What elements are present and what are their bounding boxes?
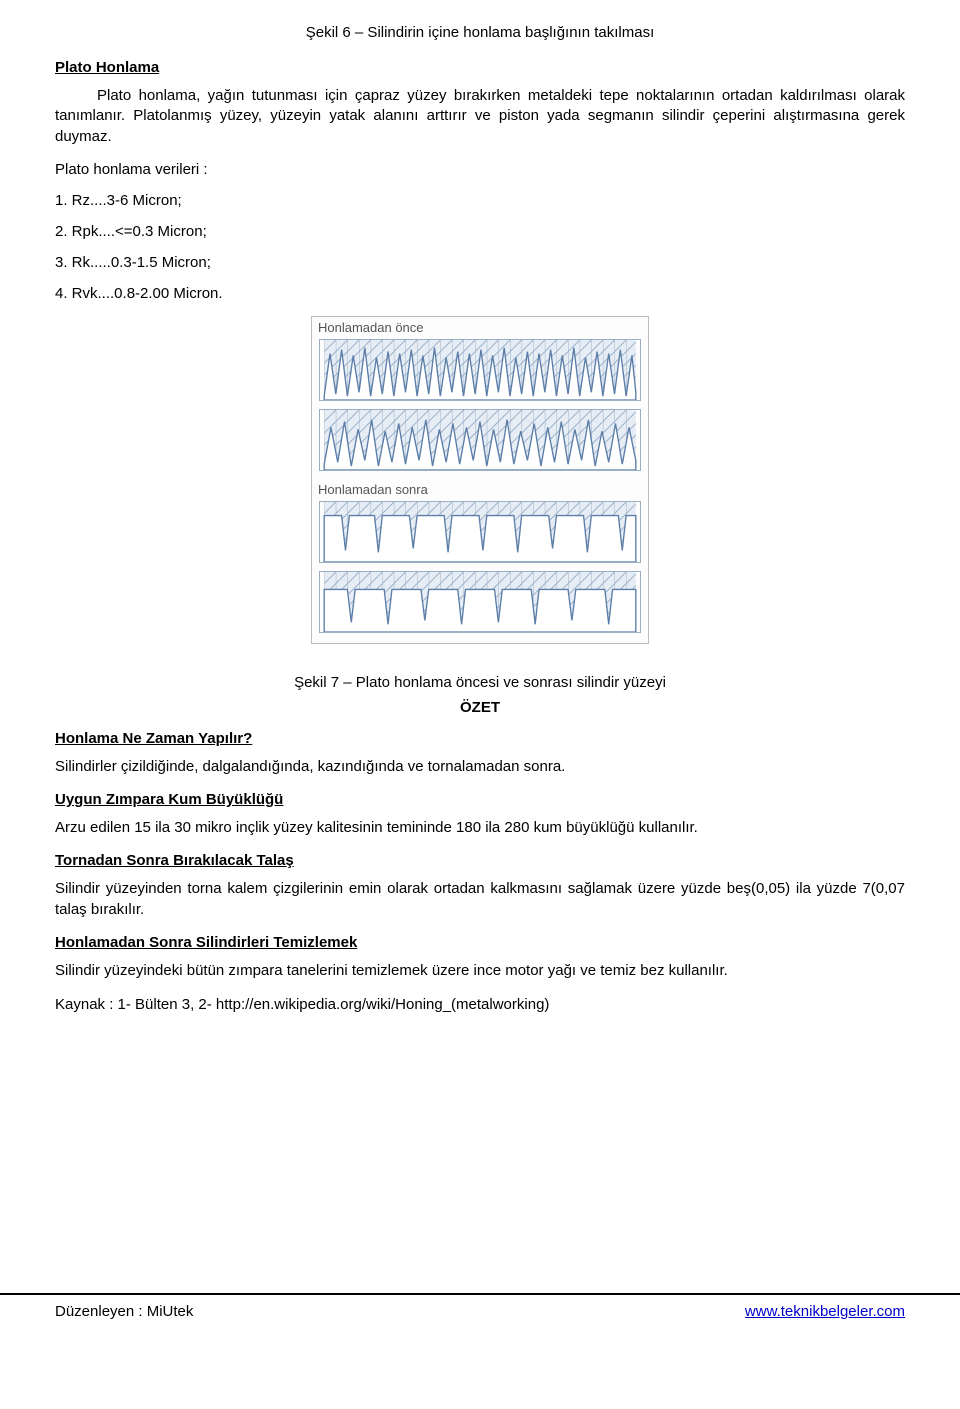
paragraph-plato-intro: Plato honlama, yağın tutunması için çapr… [55, 86, 905, 147]
source-line: Kaynak : 1- Bülten 3, 2- http://en.wikip… [55, 995, 905, 1015]
text-when: Silindirler çizildiğinde, dalgalandığınd… [55, 757, 905, 777]
summary-heading: ÖZET [55, 699, 905, 716]
figure-7-label-after: Honlamadan sonra [312, 479, 648, 499]
heading-grit: Uygun Zımpara Kum Büyüklüğü [55, 791, 905, 808]
plato-data-item: 1. Rz....3-6 Micron; [55, 192, 905, 209]
text-clean: Silindir yüzeyindeki bütün zımpara tanel… [55, 961, 905, 981]
figure-6-caption: Şekil 6 – Silindirin içine honlama başlı… [55, 24, 905, 41]
figure-7-label-before: Honlamadan önce [312, 317, 648, 337]
figure-7-caption: Şekil 7 – Plato honlama öncesi ve sonras… [55, 674, 905, 691]
footer-link[interactable]: www.teknikbelgeler.com [745, 1303, 905, 1320]
heading-chip: Tornadan Sonra Bırakılacak Talaş [55, 852, 905, 869]
figure-7-profile-after-2 [319, 571, 641, 633]
plato-data-item: 2. Rpk....<=0.3 Micron; [55, 223, 905, 240]
heading-when: Honlama Ne Zaman Yapılır? [55, 730, 905, 747]
page-footer: Düzenleyen : MiUtek www.teknikbelgeler.c… [0, 1293, 960, 1340]
figure-7-profile-before-2 [319, 409, 641, 471]
footer-left: Düzenleyen : MiUtek [55, 1303, 193, 1320]
heading-clean: Honlamadan Sonra Silindirleri Temizlemek [55, 934, 905, 951]
figure-7-panel: Honlamadan önce Honlamadan sonra [311, 316, 649, 644]
heading-plato-honlama: Plato Honlama [55, 59, 905, 76]
text-grit: Arzu edilen 15 ila 30 mikro inçlik yüzey… [55, 818, 905, 838]
plato-data-heading: Plato honlama verileri : [55, 161, 905, 178]
document-page: Şekil 6 – Silindirin içine honlama başlı… [0, 0, 960, 1340]
plato-data-item: 3. Rk.....0.3-1.5 Micron; [55, 254, 905, 271]
plato-data-item: 4. Rvk....0.8-2.00 Micron. [55, 285, 905, 302]
surface-path [324, 589, 636, 632]
surface-path [324, 419, 636, 469]
text-chip: Silindir yüzeyinden torna kalem çizgiler… [55, 879, 905, 920]
figure-7-profile-before-1 [319, 339, 641, 401]
figure-7-profile-after-1 [319, 501, 641, 563]
